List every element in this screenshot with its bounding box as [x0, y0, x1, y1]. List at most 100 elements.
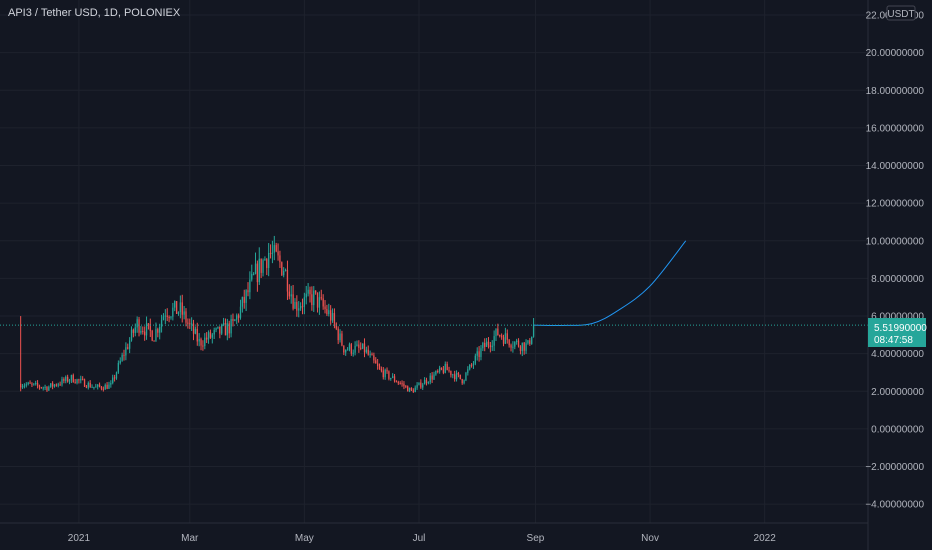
candle-body: [369, 354, 371, 356]
candle-body: [474, 355, 476, 364]
candle-body: [42, 387, 44, 389]
candle-body: [459, 374, 461, 380]
candle-body: [485, 341, 488, 347]
price-tick-label: −2.00000000: [865, 462, 924, 473]
candle-body: [166, 315, 168, 318]
candle-body: [322, 298, 324, 307]
candle-body: [373, 355, 375, 361]
candle-body: [463, 380, 465, 384]
candle-body: [160, 319, 163, 328]
candle-body: [269, 253, 272, 255]
candle-body: [330, 310, 332, 321]
candle-body: [108, 384, 110, 389]
candle-body: [134, 327, 136, 333]
price-tick-label: 6.00000000: [871, 312, 924, 323]
candle-body: [159, 327, 161, 333]
candle-body: [480, 348, 482, 357]
candle-body: [202, 345, 204, 347]
candle-body: [350, 344, 352, 354]
candle-body: [36, 383, 39, 386]
time-axis[interactable]: 2021 Mar May Jul Sep Nov 2022: [68, 533, 776, 544]
price-tick-label: 0.00000000: [871, 424, 924, 435]
candle-body: [521, 342, 523, 351]
candle-body: [437, 370, 439, 372]
price-tick-label: 20.00000000: [866, 48, 925, 59]
candle-body: [91, 386, 93, 388]
candle-body: [95, 386, 97, 388]
candle-body: [31, 383, 33, 385]
candle-body: [140, 330, 142, 333]
time-tick-label: Sep: [527, 533, 545, 544]
candle-body: [476, 351, 478, 356]
candle-body: [408, 387, 411, 392]
candle-body: [328, 310, 330, 315]
candle-body: [504, 333, 507, 344]
candle-body: [440, 367, 443, 370]
candle-body: [215, 328, 217, 331]
candle-body: [183, 311, 185, 315]
candle-body: [367, 349, 369, 355]
candle-body: [144, 331, 146, 336]
candle-body: [326, 309, 328, 315]
candle-body: [27, 382, 29, 385]
candle-body: [352, 352, 354, 354]
candle-body: [87, 382, 89, 388]
candle-body: [46, 386, 48, 391]
candle-body: [273, 245, 275, 253]
countdown-label: 08:47:58: [874, 335, 913, 346]
candle-body: [469, 364, 471, 370]
candle-body: [320, 297, 322, 299]
price-axis[interactable]: 22.0000000020.0000000018.0000000016.0000…: [865, 11, 924, 511]
candle-body: [517, 340, 520, 347]
candle-body: [48, 386, 50, 391]
candle-body: [102, 388, 104, 390]
candle-body: [299, 306, 302, 309]
candle-body: [356, 344, 358, 346]
candle-body: [348, 344, 351, 350]
candle-body: [237, 315, 240, 318]
candle-body: [425, 379, 428, 384]
candle-body: [230, 318, 232, 334]
price-tick-label: 4.00000000: [871, 349, 924, 360]
candles[interactable]: [20, 235, 535, 393]
candle-body: [298, 308, 300, 311]
candle-body: [414, 387, 416, 393]
candle-body: [35, 383, 37, 385]
candle-body: [117, 363, 120, 373]
candle-body: [121, 354, 123, 361]
grid-lines: [0, 0, 868, 523]
candle-body: [66, 376, 69, 382]
candle-body: [38, 385, 41, 388]
candle-body: [151, 330, 153, 341]
candle-body: [74, 382, 76, 384]
candle-body: [254, 263, 257, 274]
candle-body: [399, 382, 401, 384]
candle-body: [472, 363, 475, 366]
candle-body: [127, 347, 129, 349]
candle-body: [313, 290, 315, 306]
candle-body: [523, 342, 525, 351]
candle-body: [206, 337, 208, 340]
time-tick-label: 2022: [754, 533, 777, 544]
candle-body: [256, 263, 259, 283]
candle-body: [125, 347, 127, 356]
candle-body: [23, 385, 26, 387]
currency-badge[interactable]: USDT: [886, 5, 916, 21]
candle-body: [130, 329, 133, 341]
symbol-title: API3 / Tether USD, 1D, POLONIEX: [8, 7, 181, 19]
candle-body: [484, 342, 486, 347]
candle-body: [245, 290, 247, 303]
candle-body: [318, 297, 321, 308]
candle-body: [384, 369, 386, 378]
candle-body: [72, 375, 74, 383]
candle-body: [78, 379, 80, 381]
candle-body: [290, 294, 292, 297]
candle-body: [335, 323, 337, 329]
candle-body: [470, 364, 473, 366]
candle-body: [236, 315, 238, 320]
candle-body: [339, 333, 341, 341]
candle-body: [378, 366, 381, 369]
candle-body: [386, 369, 388, 372]
